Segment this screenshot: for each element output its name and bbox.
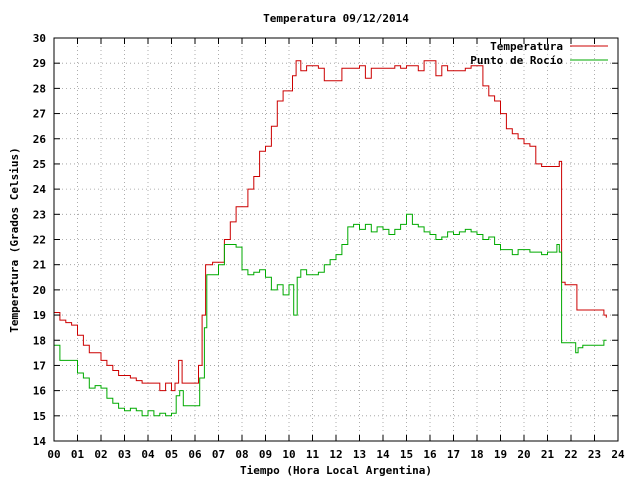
- y-tick-label: 23: [33, 208, 46, 221]
- x-tick-label: 07: [212, 448, 225, 461]
- x-tick-label: 18: [470, 448, 483, 461]
- x-tick-label: 24: [611, 448, 625, 461]
- y-tick-label: 25: [33, 158, 46, 171]
- x-axis-ticks: 00 01 02 03 04 05 06 07 08 09 10 11 12 13 14 15 16 17 18 19…: [47, 38, 625, 461]
- x-tick-label: 09: [259, 448, 272, 461]
- x-tick-label: 05: [165, 448, 178, 461]
- x-tick-label: 02: [94, 448, 107, 461]
- x-tick-label: 21: [541, 448, 555, 461]
- y-tick-label: 15: [33, 410, 46, 423]
- legend-label: Punto de Rocío: [470, 54, 563, 67]
- x-tick-label: 04: [141, 448, 155, 461]
- y-tick-label: 22: [33, 234, 46, 247]
- x-tick-label: 12: [329, 448, 342, 461]
- y-tick-label: 20: [33, 284, 46, 297]
- y-tick-label: 18: [33, 334, 46, 347]
- x-tick-label: 11: [306, 448, 320, 461]
- y-tick-label: 30: [33, 32, 46, 45]
- x-tick-label: 01: [71, 448, 85, 461]
- x-tick-label: 10: [282, 448, 295, 461]
- series-line-temperatura: [54, 60, 607, 392]
- y-tick-label: 28: [33, 82, 46, 95]
- chart-title: Temperatura 09/12/2014: [263, 12, 409, 25]
- x-tick-label: 15: [400, 448, 413, 461]
- series-layer: [54, 60, 607, 417]
- x-tick-label: 17: [447, 448, 460, 461]
- y-tick-label: 14: [33, 435, 47, 448]
- legend-label: Temperatura: [490, 40, 563, 53]
- x-tick-label: 20: [517, 448, 530, 461]
- x-tick-label: 23: [588, 448, 601, 461]
- x-tick-label: 00: [47, 448, 60, 461]
- x-tick-label: 19: [494, 448, 507, 461]
- x-tick-label: 08: [235, 448, 248, 461]
- y-tick-label: 21: [33, 259, 47, 272]
- y-axis-ticks: 14 15 16 17 18 19 20 21 22 23 24 25 26 27 28 29 30: [33, 32, 618, 448]
- x-tick-label: 22: [564, 448, 577, 461]
- x-axis-label: Tiempo (Hora Local Argentina): [240, 464, 432, 477]
- x-tick-label: 03: [118, 448, 131, 461]
- y-tick-label: 16: [33, 385, 47, 398]
- x-tick-label: 14: [376, 448, 390, 461]
- x-tick-label: 13: [353, 448, 366, 461]
- y-tick-label: 26: [33, 133, 47, 146]
- y-tick-label: 17: [33, 359, 46, 372]
- y-tick-label: 24: [33, 183, 47, 196]
- y-tick-label: 29: [33, 57, 46, 70]
- y-tick-label: 27: [33, 108, 46, 121]
- y-axis-label: Temperatura (Grados Celsius): [8, 147, 21, 332]
- x-tick-label: 06: [188, 448, 202, 461]
- y-tick-label: 19: [33, 309, 46, 322]
- series-line-punto-de-rocio: [54, 213, 607, 417]
- x-tick-label: 16: [423, 448, 437, 461]
